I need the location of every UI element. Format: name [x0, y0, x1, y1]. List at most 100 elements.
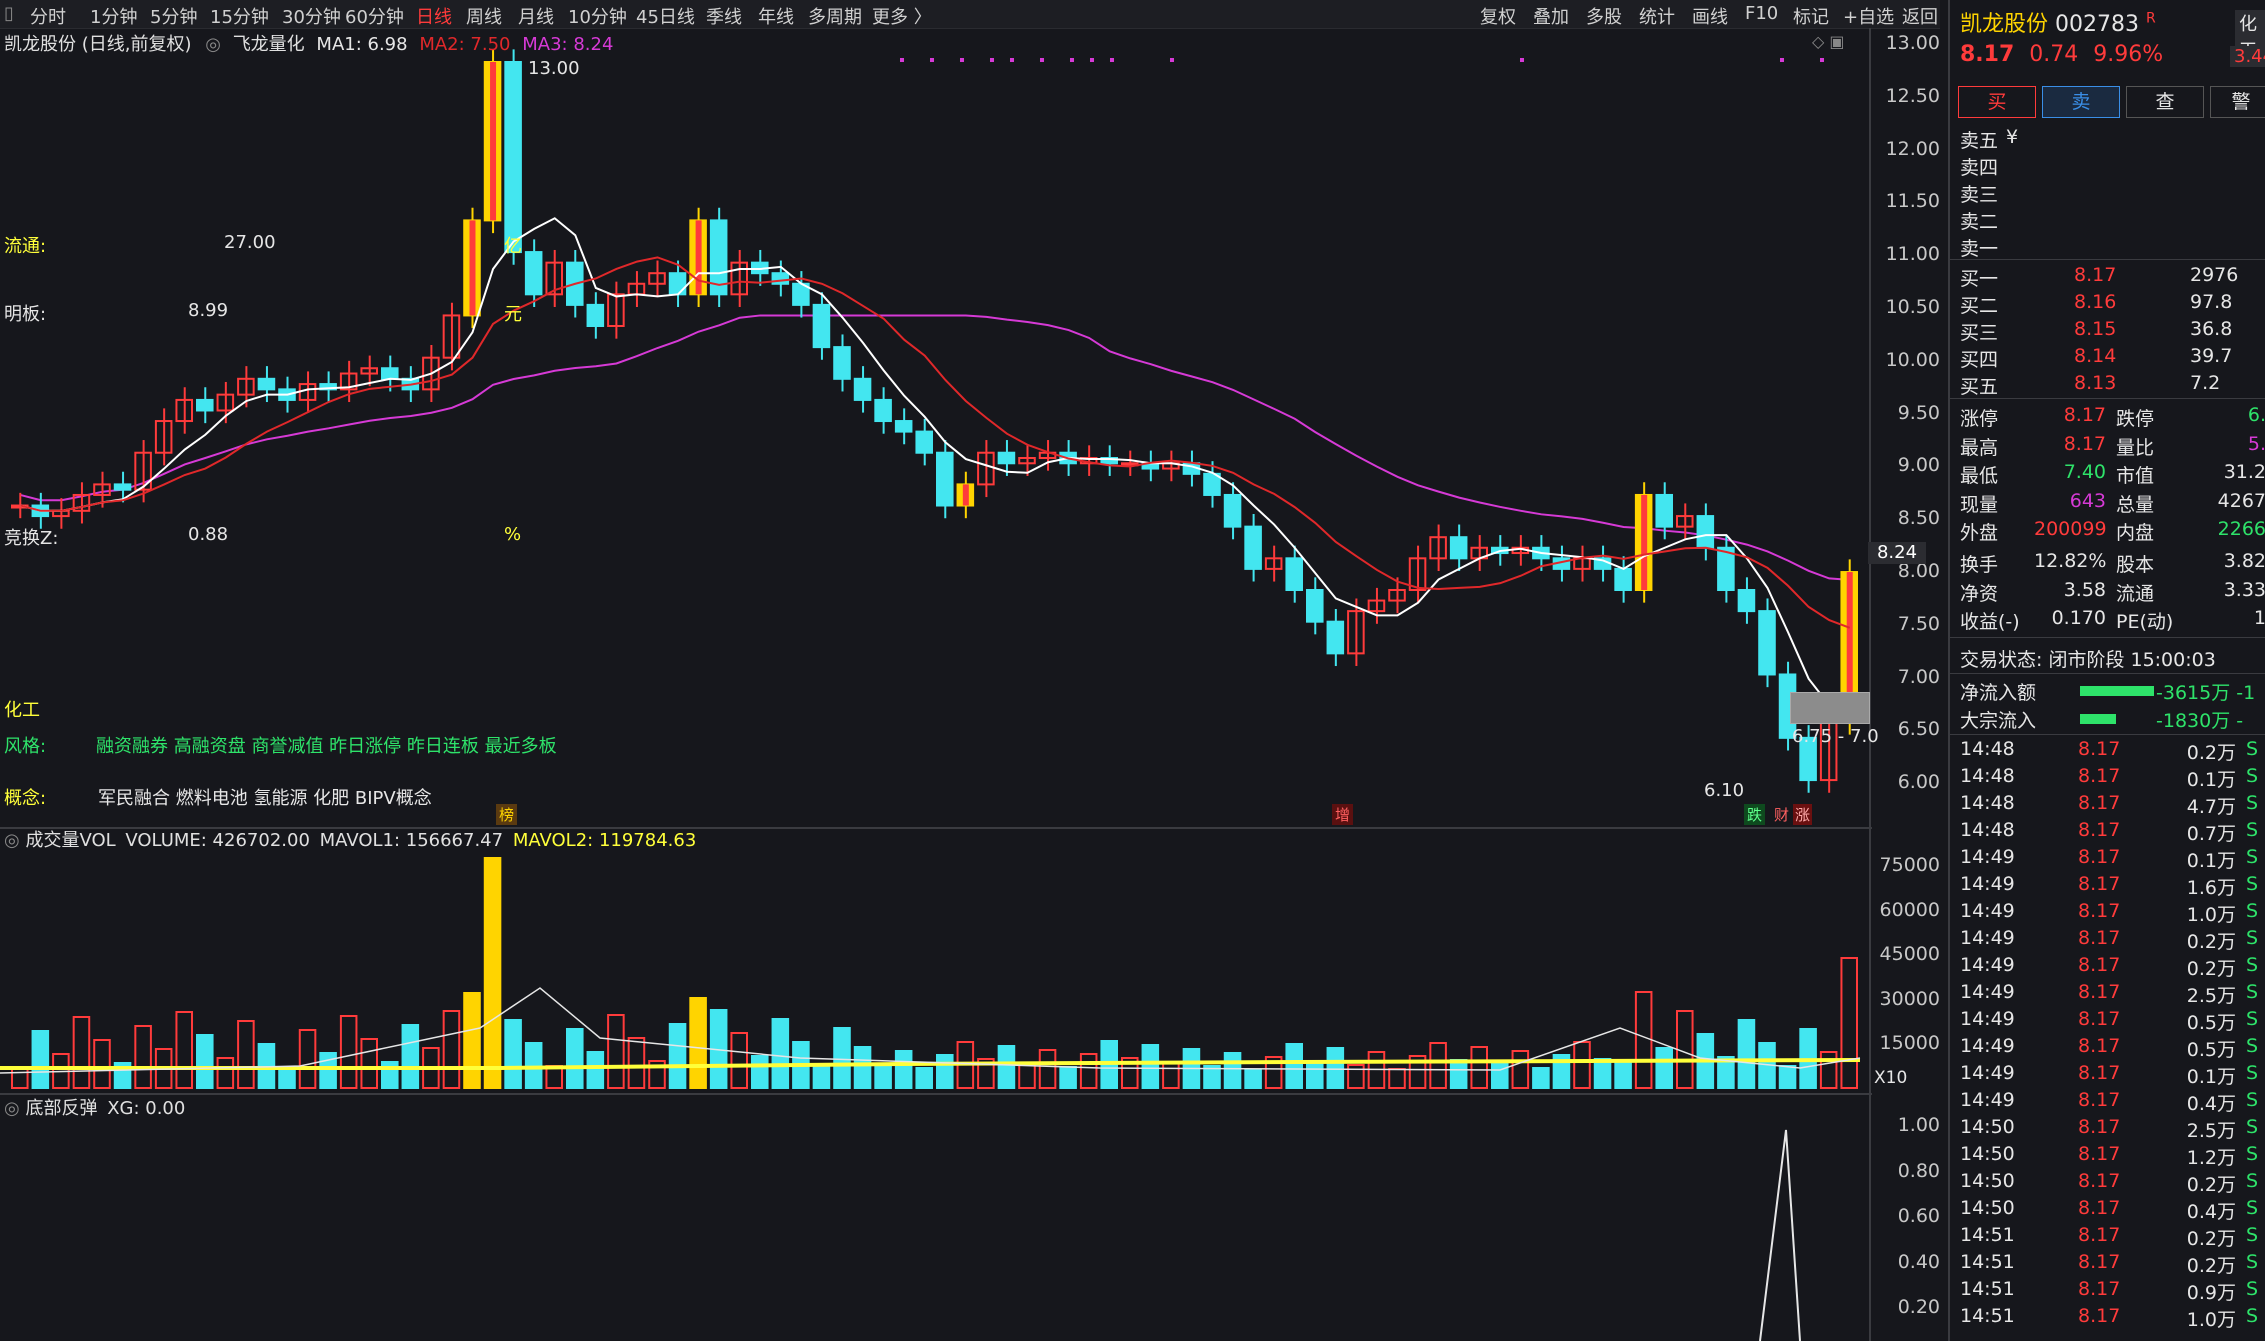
candle-body [360, 367, 379, 375]
period-tab-10min[interactable]: 10分钟 [568, 7, 627, 28]
tick-time: 14:49 [1960, 1062, 2015, 1084]
period-tab-30min[interactable]: 30分钟 [282, 7, 341, 28]
toolbar-collapse-icon[interactable]: ▯ [4, 3, 14, 24]
axis-tick-label: 8.00 [1897, 560, 1940, 582]
bottom-indicator-name[interactable]: 底部反弹 [25, 1098, 98, 1119]
tick-side: S [2246, 1089, 2259, 1111]
query-button[interactable]: 查 [2126, 86, 2204, 118]
tick-side: S [2246, 927, 2259, 949]
period-tab-15min[interactable]: 15分钟 [210, 7, 269, 28]
period-tab-multi[interactable]: 多周期 [808, 7, 862, 28]
zhang-marker[interactable]: 涨 [1793, 804, 1813, 825]
candle-body [1408, 557, 1427, 592]
buy-level-price: 8.17 [2074, 264, 2117, 286]
tick-time: 14:49 [1960, 1035, 2015, 1057]
tick-side: S [2246, 846, 2259, 868]
volume-bar [483, 857, 502, 1089]
cai-marker[interactable]: 财 [1774, 806, 1790, 824]
r-tag: R [2146, 10, 2156, 27]
candle-body [381, 367, 399, 380]
volume-bar [1347, 1064, 1365, 1089]
tick-side: S [2246, 1062, 2259, 1084]
tick-volume: 0.2万 [2186, 1255, 2236, 1277]
period-tab-45day[interactable]: 45日线 [636, 7, 695, 28]
candle-body [1758, 610, 1776, 676]
candle-body [1285, 557, 1304, 592]
candle-body [1100, 457, 1119, 465]
sell-button[interactable]: 卖 [2042, 86, 2120, 118]
candle-body [1018, 457, 1036, 465]
statistics-button[interactable]: 统计 [1639, 7, 1675, 28]
candle-limit-up-core [469, 220, 476, 316]
period-tab-fenshi[interactable]: 分时 [30, 7, 66, 28]
buy-button[interactable]: 买 [1958, 86, 2036, 118]
zeng-marker[interactable]: 增 [1332, 804, 1354, 825]
volume-bar [668, 1023, 687, 1089]
overlay-button[interactable]: 叠加 [1533, 7, 1569, 28]
candle-body [586, 303, 605, 328]
price-line: 8.17 0.74 9.96% [1960, 42, 2163, 67]
add-watchlist-button[interactable]: +自选 [1843, 7, 1895, 28]
tick-price: 8.17 [2078, 1170, 2121, 1192]
volume-indicator-name[interactable]: 成交量VOL [25, 830, 116, 851]
period-tab-60min[interactable]: 60分钟 [345, 7, 404, 28]
period-tab-1min[interactable]: 1分钟 [90, 7, 138, 28]
volume-bar [1264, 1056, 1283, 1089]
tick-price: 8.17 [2078, 819, 2121, 841]
period-tab-weekly[interactable]: 周线 [466, 7, 502, 28]
tick-volume: 0.5万 [2186, 1039, 2236, 1061]
volume-bar [1552, 1054, 1571, 1089]
tick-price: 8.17 [2078, 792, 2121, 814]
draw-line-button[interactable]: 画线 [1692, 7, 1728, 28]
volume-bar [853, 1046, 872, 1089]
candle-body [874, 398, 892, 423]
back-button[interactable]: 返回 [1902, 7, 1938, 28]
stat-value: 7.40 [2063, 461, 2106, 483]
volume-bar [401, 1024, 420, 1089]
tick-time: 14:49 [1960, 846, 2015, 868]
volume-bar [977, 1058, 995, 1089]
candle-body [833, 346, 851, 380]
chart-toggle-icon[interactable]: ◇ ▣ [1812, 32, 1845, 51]
tick-volume: 0.4万 [2186, 1201, 2236, 1223]
concept-tags: 军民融合 燃料电池 氢能源 化肥 BIPV概念 [98, 788, 432, 809]
period-tab-more[interactable]: 更多 〉 [872, 7, 932, 28]
period-tab-monthly[interactable]: 月线 [518, 7, 554, 28]
period-tab-5min[interactable]: 5分钟 [150, 7, 198, 28]
sell-level-extra: ¥ [2006, 126, 2019, 148]
axis-tick-label: 15000 [1879, 1032, 1940, 1054]
tick-price: 8.17 [2078, 1035, 2121, 1057]
candle-body [1799, 736, 1817, 782]
stat-value: 5. [2247, 432, 2265, 455]
signal-dot [1070, 58, 1074, 62]
period-tab-yearly[interactable]: 年线 [758, 7, 794, 28]
indicator-name[interactable]: 飞龙量化 [232, 34, 305, 55]
candle-body [730, 261, 749, 296]
settings-icon[interactable]: ◎ [205, 34, 221, 55]
tick-time: 14:49 [1960, 1008, 2015, 1030]
axis-tick-label: 6.50 [1897, 718, 1940, 741]
mingban-value: 8.99 [188, 300, 229, 321]
bang-marker[interactable]: 榜 [496, 804, 518, 825]
mark-button[interactable]: 标记 [1793, 7, 1829, 28]
candle-body [134, 451, 152, 491]
tick-side: S [2246, 1224, 2259, 1246]
die-marker[interactable]: 跌 [1744, 804, 1766, 825]
collapse-icon[interactable]: ◎ [4, 830, 20, 851]
stat-label: 涨停 [1960, 408, 1999, 430]
period-tab-quarterly[interactable]: 季线 [706, 7, 742, 28]
collapse-icon[interactable]: ◎ [4, 1098, 20, 1119]
f10-button[interactable]: F10 [1745, 3, 1779, 24]
tick-volume: 1.2万 [2186, 1147, 2236, 1169]
liutong-label: 流通: [4, 236, 47, 257]
kline-chart[interactable] [0, 28, 1872, 1341]
sell-level-label: 卖四 [1960, 157, 1999, 179]
multi-stock-button[interactable]: 多股 [1586, 7, 1622, 28]
volume-bar [298, 1029, 317, 1089]
tick-price: 8.17 [2078, 846, 2121, 868]
alert-button[interactable]: 警 [2210, 86, 2265, 118]
period-tab-daily[interactable]: 日线 [416, 7, 452, 28]
volume-bar [1388, 1068, 1406, 1089]
stat-value: 8.17 [2063, 432, 2106, 455]
fuquan-button[interactable]: 复权 [1480, 7, 1516, 28]
